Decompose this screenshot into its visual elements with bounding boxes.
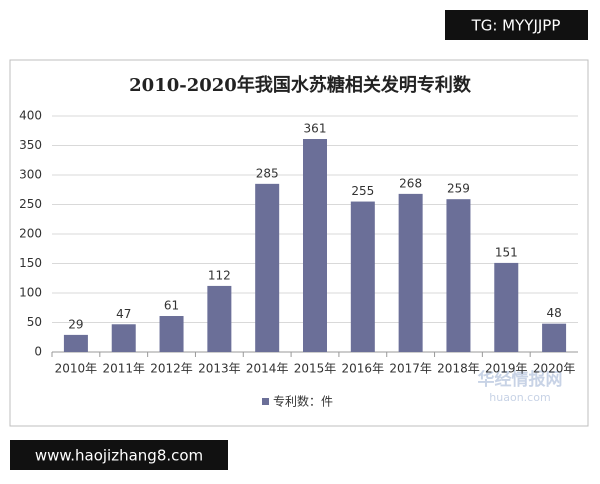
y-tick-label: 150	[19, 256, 42, 270]
data-label: 285	[256, 166, 279, 180]
legend-label: 专利数：件	[273, 394, 333, 409]
x-tick-label: 2010年	[55, 362, 98, 376]
y-tick-label: 350	[19, 138, 42, 152]
x-tick-label: 2011年	[102, 362, 145, 376]
tag-box	[445, 10, 588, 40]
x-tick-label: 2020年	[533, 362, 576, 376]
chart-title: 2010-2020年我国水苏糖相关发明专利数	[129, 74, 472, 96]
bar	[542, 323, 567, 352]
x-tick-label: 2015年	[294, 362, 337, 376]
bar	[159, 316, 184, 352]
x-tick-label: 2016年	[342, 362, 385, 376]
watermark-cn: 华经情报网	[478, 369, 563, 390]
data-label: 112	[208, 268, 231, 282]
y-tick-label: 250	[19, 197, 42, 211]
y-tick-label: 200	[19, 227, 42, 241]
x-tick-label: 2019年	[485, 362, 528, 376]
bar	[494, 262, 519, 352]
bar	[111, 324, 136, 352]
bar	[303, 139, 327, 352]
y-tick-label: 0	[34, 345, 42, 359]
bar	[63, 334, 88, 352]
data-label: 259	[447, 182, 470, 196]
legend-swatch	[262, 398, 269, 405]
x-tick-label: 2013年	[198, 362, 241, 376]
chart-frame	[9, 59, 589, 427]
data-label: 361	[304, 122, 327, 136]
url-box	[10, 440, 228, 470]
y-tick-label: 300	[19, 168, 42, 182]
data-label: 48	[546, 306, 561, 320]
data-label: 61	[164, 299, 179, 313]
bar	[446, 199, 471, 352]
data-label: 255	[351, 184, 374, 198]
bottom-url: www.haojizhang8.com	[35, 447, 203, 465]
top-tag: TG: MYYJJPP	[471, 17, 561, 35]
data-label: 29	[68, 317, 83, 331]
x-tick-label: 2017年	[389, 362, 432, 376]
bar	[398, 193, 423, 352]
watermark-en: huaon.com	[489, 391, 550, 404]
x-tick-label: 2018年	[437, 362, 480, 376]
bar	[255, 183, 280, 352]
y-tick-label: 50	[27, 315, 42, 329]
bar	[207, 285, 232, 352]
x-tick-label: 2012年	[150, 362, 193, 376]
x-tick-label: 2014年	[246, 362, 289, 376]
bar	[350, 201, 375, 352]
y-tick-label: 100	[19, 286, 42, 300]
data-label: 151	[495, 245, 518, 259]
y-tick-label: 400	[19, 109, 42, 123]
data-label: 268	[399, 176, 422, 190]
data-label: 47	[116, 307, 131, 321]
